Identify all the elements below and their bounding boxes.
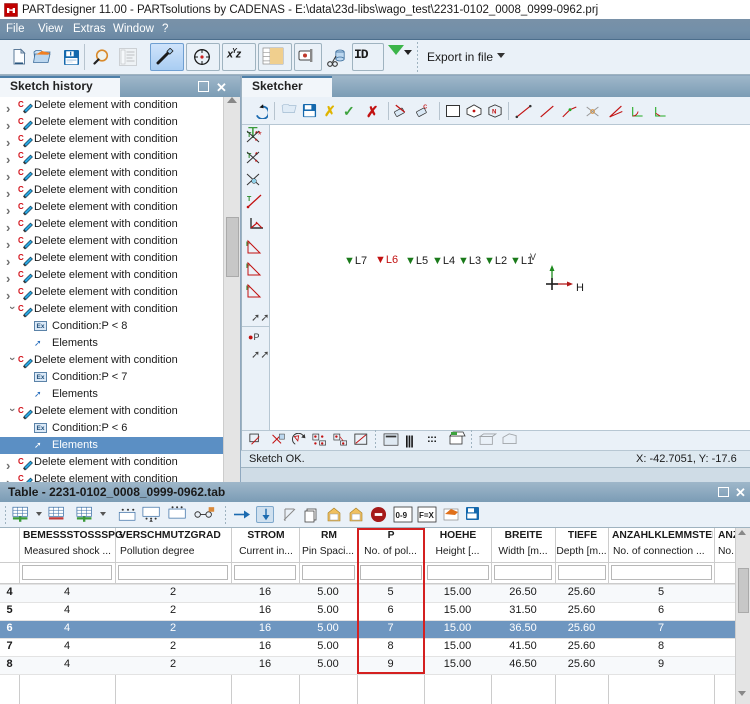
svg-text:*: * <box>255 160 258 166</box>
svg-text:C: C <box>423 105 427 111</box>
svg-text:T: T <box>247 196 252 203</box>
svg-text:F=X: F=X <box>419 511 435 520</box>
svg-text:N: N <box>492 109 496 116</box>
svg-text:0-9: 0-9 <box>396 511 408 520</box>
svg-text:*: * <box>255 139 258 145</box>
